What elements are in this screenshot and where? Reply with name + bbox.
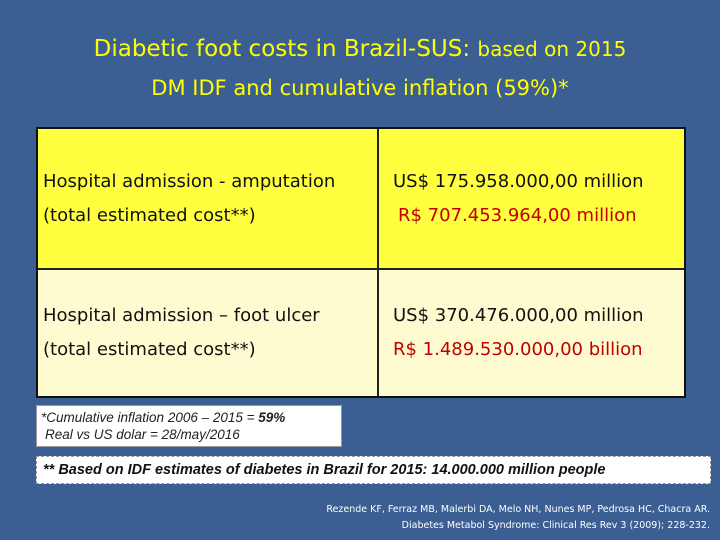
row-value-cell: US$ 175.958.000,00 million R$ 707.453.96… xyxy=(379,129,684,268)
inflation-value: 59% xyxy=(258,410,286,425)
inflation-note: *Cumulative inflation 2006 – 2015 = 59% … xyxy=(36,405,342,447)
row-sublabel: (total estimated cost**) xyxy=(43,339,256,360)
title-line-1: Diabetic foot costs in Brazil-SUS: based… xyxy=(0,32,720,66)
row-label-cell: Hospital admission – foot ulcer (total e… xyxy=(38,270,379,396)
row-value-cell: US$ 370.476.000,00 million R$ 1.489.530.… xyxy=(379,270,684,396)
brl-value: R$ 1.489.530.000,00 billion xyxy=(393,339,643,360)
row-sublabel: (total estimated cost**) xyxy=(43,204,256,226)
row-label: Hospital admission - amputation xyxy=(43,170,336,192)
brl-value: R$ 707.453.964,00 million xyxy=(398,204,637,226)
usd-value: US$ 370.476.000,00 million xyxy=(393,305,644,326)
cost-table: Hospital admission - amputation (total e… xyxy=(36,127,686,398)
slide-title: Diabetic foot costs in Brazil-SUS: based… xyxy=(0,32,720,106)
reference-citation: Rezende KF, Ferraz MB, Malerbi DA, Melo … xyxy=(210,502,710,534)
row-label: Hospital admission – foot ulcer xyxy=(43,305,320,326)
inflation-line: *Cumulative inflation 2006 – 2015 = 59% xyxy=(41,409,337,426)
idf-note: ** Based on IDF estimates of diabetes in… xyxy=(36,456,711,484)
reference-line-2: Diabetes Metabol Syndrome: Clinical Res … xyxy=(401,520,710,531)
inflation-prefix: *Cumulative inflation 2006 – 2015 = xyxy=(41,410,259,425)
table-row-foot-ulcer: Hospital admission – foot ulcer (total e… xyxy=(38,270,684,396)
title-main: Diabetic foot costs in Brazil-SUS: xyxy=(93,36,471,62)
table-row-amputation: Hospital admission - amputation (total e… xyxy=(38,129,684,270)
title-small: based on 2015 xyxy=(477,37,627,61)
row-label-cell: Hospital admission - amputation (total e… xyxy=(38,129,379,268)
exchange-line: Real vs US dolar = 28/may/2016 xyxy=(45,427,240,442)
reference-line-1: Rezende KF, Ferraz MB, Malerbi DA, Melo … xyxy=(326,504,710,515)
title-line-2: DM IDF and cumulative inflation (59%)* xyxy=(151,76,569,100)
usd-value: US$ 175.958.000,00 million xyxy=(393,170,644,192)
